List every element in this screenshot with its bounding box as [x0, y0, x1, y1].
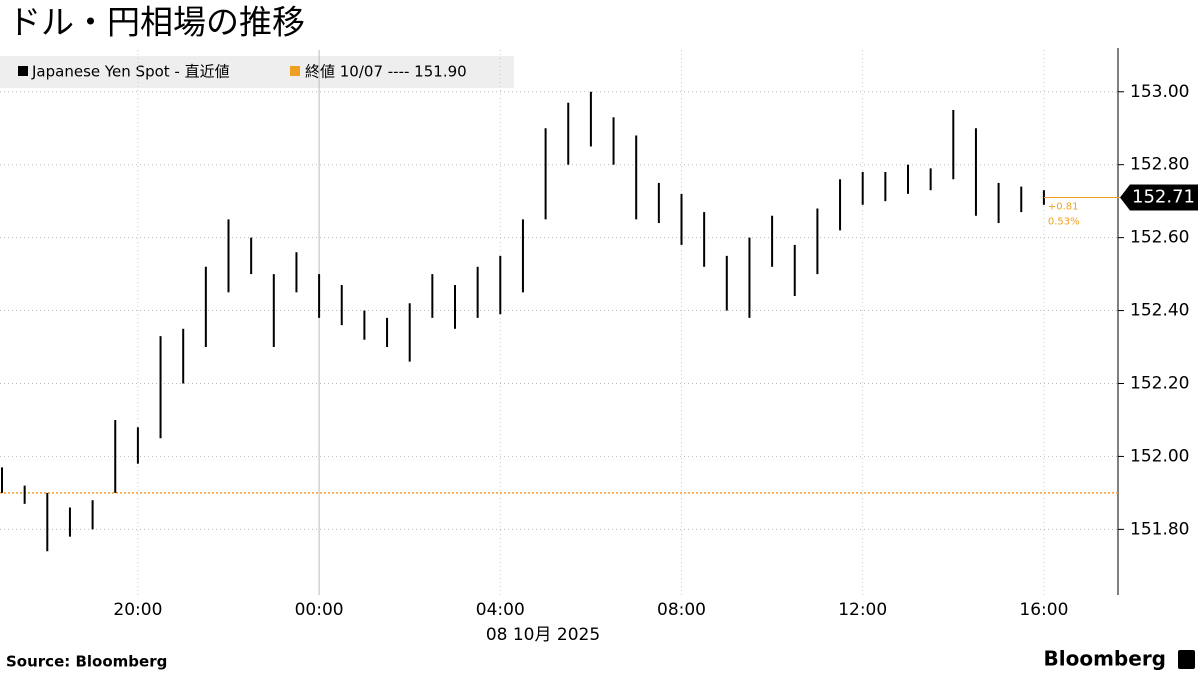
legend-box [0, 56, 514, 88]
y-tick-label: 152.40 [1130, 301, 1189, 321]
legend-label: Japanese Yen Spot - 直近値 [31, 63, 230, 81]
change-label: 0.53% [1048, 217, 1080, 228]
legend-label: 終値 10/07 ---- 151.90 [305, 63, 467, 81]
legend-swatch [290, 66, 300, 76]
change-label: +0.81 [1048, 202, 1079, 213]
x-tick-label: 20:00 [113, 600, 162, 620]
date-label: 08 10月 2025 [486, 625, 600, 645]
source: Source: Bloomberg [6, 653, 167, 671]
last-label: 152.71 [1132, 187, 1195, 208]
x-tick-label: 04:00 [476, 600, 525, 620]
brand-icon [1178, 650, 1195, 669]
x-tick-label: 08:00 [657, 600, 706, 620]
y-tick-label: 153.00 [1130, 82, 1189, 102]
brand: Bloomberg [1044, 647, 1166, 671]
y-tick-label: 152.00 [1130, 446, 1189, 466]
y-tick-label: 152.80 [1130, 155, 1189, 175]
legend-swatch [18, 66, 28, 76]
x-tick-label: 00:00 [295, 600, 344, 620]
y-tick-label: 151.80 [1130, 519, 1189, 539]
x-tick-label: 12:00 [838, 600, 887, 620]
y-tick-label: 152.20 [1130, 373, 1189, 393]
y-tick-label: 152.60 [1130, 228, 1189, 248]
last-box [1120, 184, 1198, 211]
x-tick-label: 16:00 [1019, 600, 1068, 620]
chart-title: ドル・円相場の推移 [8, 3, 305, 42]
